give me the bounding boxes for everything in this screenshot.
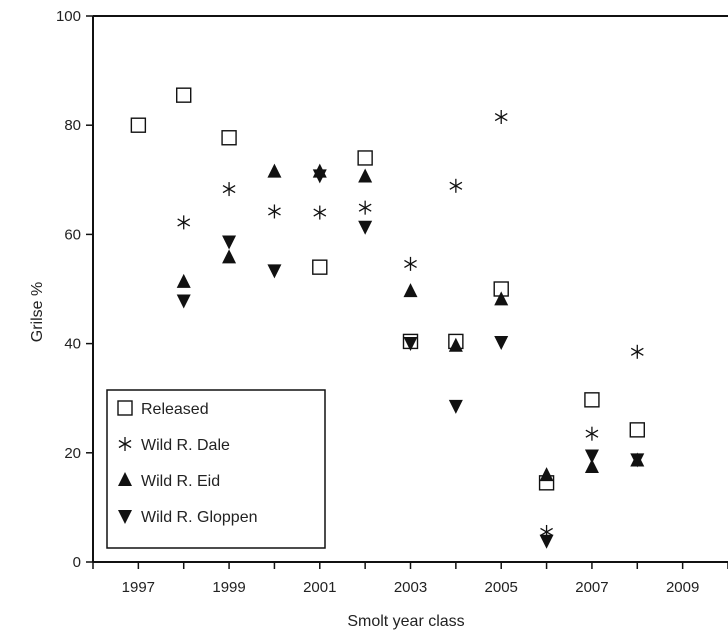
legend-marker <box>118 437 132 451</box>
data-points <box>130 87 645 549</box>
legend-marker <box>117 400 133 416</box>
legend-item: Wild R. Dale <box>118 437 230 454</box>
x-tick-label: 2007 <box>575 579 608 596</box>
data-point <box>403 337 418 352</box>
data-point <box>358 168 373 183</box>
data-point <box>584 392 600 408</box>
legend: Released Wild R. Dale Wild R. Eid Wild R. G… <box>106 389 326 549</box>
data-point <box>629 422 645 438</box>
data-point <box>313 205 327 220</box>
legend-label: Wild R. Eid <box>141 473 220 490</box>
data-point <box>539 467 554 482</box>
y-axis-label: Grilse % <box>29 282 46 342</box>
data-point <box>584 458 599 473</box>
data-point <box>267 264 282 279</box>
legend-marker <box>118 472 132 486</box>
data-point <box>312 259 328 275</box>
data-point <box>494 291 509 306</box>
data-point <box>448 337 463 352</box>
data-point <box>177 215 191 230</box>
x-tick-label: 2003 <box>394 579 427 596</box>
data-point <box>176 87 192 103</box>
data-point <box>358 220 373 235</box>
legend-item: Wild R. Gloppen <box>118 509 258 526</box>
data-point <box>130 117 147 133</box>
series-wild-r-dale <box>177 110 644 539</box>
data-point <box>267 163 282 178</box>
series-wild-r-eid <box>176 163 645 482</box>
data-point <box>222 182 236 197</box>
data-point <box>449 178 463 193</box>
y-axis: 0 20 40 60 80 100 <box>56 8 93 571</box>
data-point <box>584 449 599 464</box>
x-tick-label: 1997 <box>122 579 155 596</box>
legend-label: Released <box>141 401 209 418</box>
data-point <box>221 130 237 146</box>
x-tick-label: 2005 <box>485 579 518 596</box>
x-axis-label: Smolt year class <box>347 613 464 630</box>
y-tick-label: 100 <box>56 8 81 25</box>
data-point <box>403 283 418 298</box>
data-point <box>222 249 237 264</box>
x-axis: 1997 1999 2001 2003 2005 2007 2009 <box>92 562 728 596</box>
y-tick-label: 20 <box>64 445 81 462</box>
y-tick-label: 60 <box>64 226 81 243</box>
x-tick-label: 2001 <box>303 579 336 596</box>
y-tick-label: 80 <box>64 117 81 134</box>
legend-box <box>106 389 326 549</box>
data-point <box>357 150 373 166</box>
data-point <box>268 204 281 219</box>
data-point <box>494 335 509 350</box>
data-point <box>448 399 463 414</box>
legend-item: Wild R. Eid <box>118 472 220 490</box>
data-point <box>540 524 553 539</box>
data-point <box>358 200 372 215</box>
data-point <box>494 110 508 125</box>
x-tick-label: 1999 <box>212 579 245 596</box>
legend-marker <box>118 510 132 524</box>
x-tick-label: 2009 <box>666 579 699 596</box>
data-point <box>630 452 645 467</box>
data-point <box>176 273 191 288</box>
y-tick-label: 40 <box>64 336 81 353</box>
y-tick-label: 0 <box>73 554 81 571</box>
data-point <box>404 256 417 271</box>
legend-label: Wild R. Gloppen <box>141 509 258 526</box>
legend-label: Wild R. Dale <box>141 437 230 454</box>
data-point <box>312 163 327 178</box>
data-point <box>539 534 554 549</box>
data-point <box>222 235 237 250</box>
data-point <box>585 426 599 441</box>
data-point <box>176 294 191 309</box>
data-point <box>630 344 644 359</box>
legend-item: Released <box>117 400 209 418</box>
